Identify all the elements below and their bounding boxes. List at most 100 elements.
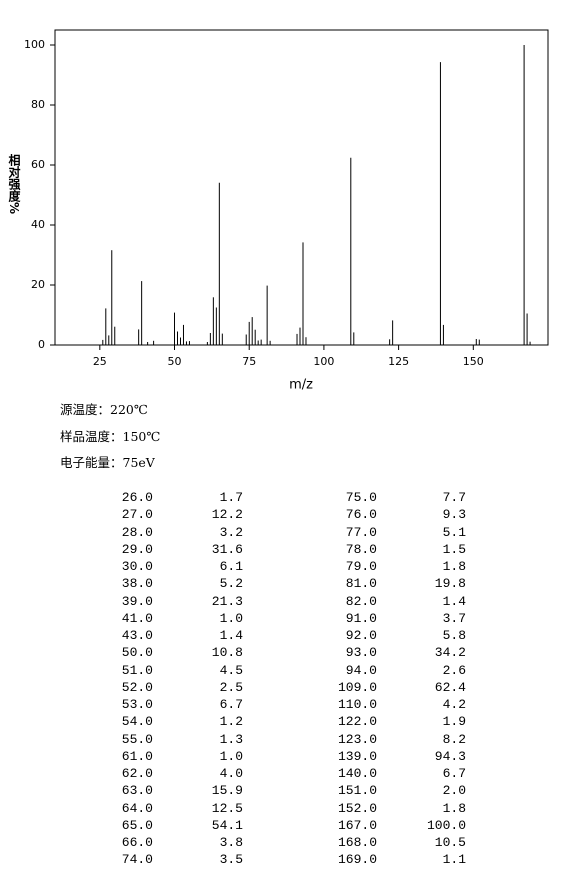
- intensity-cell: 6.1: [219, 559, 243, 574]
- x-tick-label: 125: [388, 355, 409, 368]
- x-tick-label: 75: [242, 355, 256, 368]
- intensity-cell: 4.0: [219, 766, 243, 781]
- mz-cell: 151.0: [337, 783, 377, 799]
- intensity-cell: 1.0: [219, 748, 243, 764]
- intensity-cell: 2.5: [219, 679, 243, 695]
- intensity-cell: 1.5: [442, 541, 466, 557]
- mz-cell: 61.0: [121, 748, 153, 764]
- intensity-cell: 1.0: [219, 610, 243, 626]
- condition: 电子能量：75eV: [60, 455, 155, 470]
- x-axis-label: m/z: [289, 378, 313, 393]
- mz-cell: 167.0: [337, 817, 377, 833]
- intensity-cell: 6.7: [219, 697, 243, 712]
- mz-cell: 54.0: [121, 714, 153, 730]
- mz-cell: 79.0: [345, 559, 377, 574]
- intensity-cell: 4.5: [219, 662, 243, 678]
- y-tick-label: 20: [31, 278, 45, 291]
- intensity-cell: 5.1: [442, 524, 466, 540]
- intensity-cell: 3.2: [219, 524, 243, 540]
- mz-cell: 53.0: [121, 697, 153, 712]
- mz-cell: 39.0: [121, 593, 153, 609]
- mz-cell: 55.0: [121, 731, 153, 747]
- mz-cell: 52.0: [121, 679, 153, 695]
- mz-cell: 77.0: [345, 524, 377, 540]
- intensity-cell: 1.3: [219, 731, 243, 747]
- mz-cell: 26.0: [121, 490, 153, 505]
- mz-cell: 76.0: [345, 507, 377, 523]
- intensity-cell: 1.1: [442, 852, 466, 868]
- intensity-cell: 7.7: [442, 490, 466, 505]
- intensity-cell: 5.8: [442, 628, 466, 643]
- mz-cell: 81.0: [345, 576, 377, 592]
- mz-cell: 92.0: [345, 628, 377, 643]
- mz-cell: 82.0: [345, 593, 377, 609]
- mz-cell: 93.0: [345, 645, 377, 661]
- mz-cell: 78.0: [345, 541, 377, 557]
- intensity-cell: 1.7: [219, 490, 243, 505]
- mz-cell: 50.0: [121, 645, 153, 661]
- mz-cell: 41.0: [121, 610, 153, 626]
- mz-cell: 30.0: [121, 559, 153, 574]
- plot-frame: [54, 29, 549, 346]
- y-tick-label: 100: [24, 38, 45, 51]
- intensity-cell: 94.3: [434, 748, 466, 764]
- mz-cell: 91.0: [345, 610, 377, 626]
- mz-cell: 140.0: [337, 766, 377, 781]
- mz-cell: 66.0: [121, 835, 153, 850]
- condition: 样品温度：150℃: [60, 428, 161, 444]
- mz-cell: 65.0: [121, 817, 153, 833]
- intensity-cell: 1.8: [442, 559, 466, 574]
- intensity-cell: 21.3: [211, 593, 243, 609]
- intensity-cell: 100.0: [426, 817, 466, 833]
- mz-cell: 139.0: [337, 748, 377, 764]
- y-tick-label: 80: [31, 98, 45, 111]
- intensity-cell: 1.4: [219, 628, 243, 643]
- intensity-cell: 8.2: [442, 731, 466, 747]
- mz-cell: 64.0: [121, 800, 153, 816]
- mz-cell: 38.0: [121, 576, 153, 592]
- y-tick-label: 60: [31, 158, 45, 171]
- condition: 源温度：220℃: [60, 402, 148, 417]
- x-tick-label: 100: [313, 355, 334, 368]
- intensity-cell: 9.3: [442, 507, 466, 523]
- x-tick-label: 50: [168, 355, 182, 368]
- intensity-cell: 3.7: [442, 610, 466, 626]
- mz-cell: 27.0: [121, 507, 153, 523]
- intensity-cell: 12.5: [211, 800, 243, 816]
- intensity-cell: 1.2: [219, 714, 243, 730]
- x-tick-label: 25: [93, 355, 107, 368]
- intensity-cell: 2.0: [442, 783, 466, 799]
- mz-cell: 122.0: [337, 714, 377, 730]
- intensity-cell: 6.7: [442, 766, 466, 781]
- intensity-cell: 54.1: [211, 817, 243, 833]
- intensity-cell: 15.9: [211, 783, 243, 799]
- mz-cell: 62.0: [121, 766, 153, 781]
- intensity-cell: 5.2: [219, 576, 243, 592]
- mz-cell: 63.0: [121, 783, 153, 799]
- mz-cell: 28.0: [121, 524, 153, 540]
- intensity-cell: 10.5: [434, 835, 466, 850]
- intensity-cell: 1.8: [442, 800, 466, 816]
- intensity-cell: 3.8: [219, 835, 243, 850]
- intensity-cell: 4.2: [442, 697, 466, 712]
- intensity-cell: 19.8: [434, 576, 466, 592]
- mz-cell: 168.0: [337, 835, 377, 850]
- chart: m/z 0 20 40 60 80 100 25 50 75 100 125 150: [24, 29, 549, 393]
- mz-cell: 123.0: [337, 731, 377, 747]
- mz-cell: 110.0: [337, 697, 377, 712]
- intensity-cell: 12.2: [211, 507, 243, 523]
- mz-cell: 74.0: [121, 852, 153, 868]
- mz-cell: 51.0: [121, 662, 153, 678]
- intensity-cell: 62.4: [434, 679, 466, 695]
- mz-cell: 29.0: [121, 541, 153, 557]
- x-tick-label: 150: [463, 355, 484, 368]
- intensity-cell: 1.9: [442, 714, 466, 730]
- intensity-cell: 34.2: [434, 645, 466, 661]
- mz-cell: 152.0: [337, 800, 377, 816]
- mz-cell: 43.0: [121, 628, 153, 643]
- mz-cell: 109.0: [337, 679, 377, 695]
- y-tick-label: 0: [38, 338, 45, 351]
- mz-cell: 75.0: [345, 490, 377, 505]
- y-axis-label: 相对强度%: [7, 154, 21, 215]
